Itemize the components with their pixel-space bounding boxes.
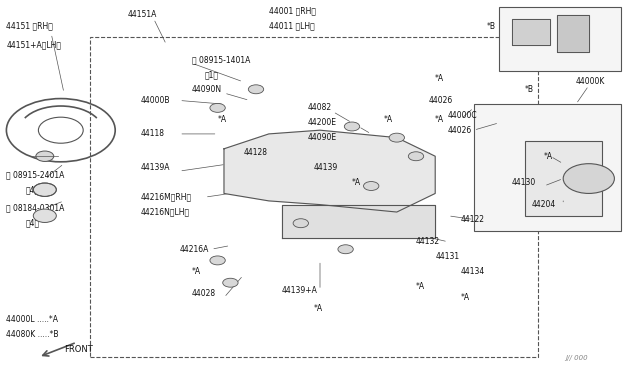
Polygon shape <box>557 15 589 52</box>
Text: 44131: 44131 <box>435 252 460 261</box>
Text: *A: *A <box>192 267 201 276</box>
Text: 44026: 44026 <box>429 96 453 105</box>
Text: 44000K: 44000K <box>576 77 605 86</box>
Text: 44134: 44134 <box>461 267 485 276</box>
Text: 44082: 44082 <box>307 103 332 112</box>
Circle shape <box>563 164 614 193</box>
Text: 44139+A: 44139+A <box>282 286 317 295</box>
Text: 44216A: 44216A <box>179 245 209 254</box>
Text: *A: *A <box>435 115 444 124</box>
Text: 44151+A〈LH〉: 44151+A〈LH〉 <box>6 40 61 49</box>
Text: Ⓢ 08915-2401A: Ⓢ 08915-2401A <box>6 170 65 179</box>
Text: 〒1〓: 〒1〓 <box>205 70 219 79</box>
FancyBboxPatch shape <box>474 104 621 231</box>
Text: 44122: 44122 <box>461 215 485 224</box>
Circle shape <box>344 122 360 131</box>
Circle shape <box>408 152 424 161</box>
Text: 〒4〓: 〒4〓 <box>26 185 40 194</box>
Text: 44132: 44132 <box>416 237 440 246</box>
Circle shape <box>36 151 54 161</box>
Circle shape <box>338 245 353 254</box>
Text: 44139: 44139 <box>314 163 338 172</box>
Text: 44216M〈RH〉: 44216M〈RH〉 <box>141 193 192 202</box>
Text: 44001 〈RH〉: 44001 〈RH〉 <box>269 7 316 16</box>
Text: *A: *A <box>435 74 444 83</box>
Text: *A: *A <box>461 293 470 302</box>
Text: 44139A: 44139A <box>141 163 170 172</box>
Text: 44118: 44118 <box>141 129 165 138</box>
Text: 44000C: 44000C <box>448 111 477 120</box>
Text: 44090E: 44090E <box>307 133 337 142</box>
Text: *A: *A <box>416 282 425 291</box>
Circle shape <box>33 183 56 196</box>
Text: 44128: 44128 <box>243 148 268 157</box>
Circle shape <box>389 133 404 142</box>
Text: *A: *A <box>384 115 393 124</box>
Text: 44011 〈LH〉: 44011 〈LH〉 <box>269 22 314 31</box>
Text: 44000B: 44000B <box>141 96 170 105</box>
FancyBboxPatch shape <box>499 7 621 71</box>
Text: *A: *A <box>544 152 553 161</box>
Text: 44130: 44130 <box>512 178 536 187</box>
Text: *A: *A <box>314 304 323 313</box>
Text: *A: *A <box>352 178 361 187</box>
Text: 〒4〓: 〒4〓 <box>26 219 40 228</box>
FancyBboxPatch shape <box>525 141 602 216</box>
Text: 44080K .....*B: 44080K .....*B <box>6 330 59 339</box>
Circle shape <box>210 103 225 112</box>
Circle shape <box>364 182 379 190</box>
Text: *B: *B <box>525 85 534 94</box>
Text: 44151A: 44151A <box>128 10 157 19</box>
Circle shape <box>210 256 225 265</box>
Text: 44026: 44026 <box>448 126 472 135</box>
Text: Ⓢ 08915-1401A: Ⓢ 08915-1401A <box>192 55 250 64</box>
Polygon shape <box>224 130 435 212</box>
Text: 44200E: 44200E <box>307 118 336 127</box>
Text: 44151 〈RH〉: 44151 〈RH〉 <box>6 22 53 31</box>
Text: *A: *A <box>218 115 227 124</box>
Text: 44204: 44204 <box>531 200 556 209</box>
Text: 44090N: 44090N <box>192 85 222 94</box>
Text: Ⓑ 08184-0301A: Ⓑ 08184-0301A <box>6 204 65 213</box>
Polygon shape <box>282 205 435 238</box>
Text: FRONT: FRONT <box>64 345 93 354</box>
Circle shape <box>33 209 56 222</box>
Text: 44000L .....*A: 44000L .....*A <box>6 315 58 324</box>
Text: 44216N〈LH〉: 44216N〈LH〉 <box>141 208 190 217</box>
Circle shape <box>223 278 238 287</box>
Circle shape <box>248 85 264 94</box>
Text: 44028: 44028 <box>192 289 216 298</box>
Text: *B: *B <box>486 22 495 31</box>
Circle shape <box>293 219 308 228</box>
Polygon shape <box>512 19 550 45</box>
Text: J// 000: J// 000 <box>564 355 588 361</box>
